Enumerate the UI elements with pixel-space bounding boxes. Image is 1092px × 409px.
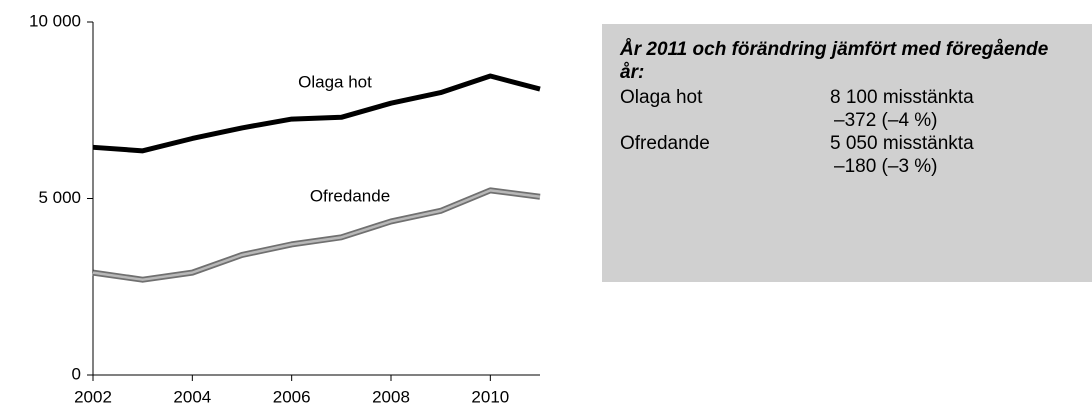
x-tick-label: 2006 bbox=[273, 387, 311, 406]
series-line-inner bbox=[92, 189, 541, 281]
info-value: 8 100 misstänkta bbox=[830, 87, 974, 108]
y-tick-label: 0 bbox=[72, 364, 81, 383]
info-value: 5 050 misstänkta bbox=[830, 133, 974, 154]
x-tick-label: 2002 bbox=[74, 387, 112, 406]
info-values: 5 050 misstänkta –180 (–3 %) bbox=[830, 132, 974, 178]
info-values: 8 100 misstänkta –372 (–4 %) bbox=[830, 86, 974, 132]
series-line bbox=[92, 73, 541, 154]
x-tick-label: 2008 bbox=[372, 387, 410, 406]
info-value: –180 (–3 %) bbox=[834, 156, 938, 177]
info-label: Ofredande bbox=[620, 133, 710, 154]
info-label: Olaga hot bbox=[620, 87, 703, 108]
y-tick-label: 10 000 bbox=[29, 11, 81, 30]
series-label: Olaga hot bbox=[298, 72, 372, 91]
info-value: –372 (–4 %) bbox=[834, 110, 938, 131]
series-label: Ofredande bbox=[310, 186, 390, 205]
info-row: Ofredande 5 050 misstänkta –180 (–3 %) bbox=[620, 132, 1074, 178]
info-row: Olaga hot 8 100 misstänkta –372 (–4 %) bbox=[620, 86, 1074, 132]
info-title: År 2011 och förändring jämfört med föreg… bbox=[620, 39, 1049, 83]
x-tick-label: 2010 bbox=[471, 387, 509, 406]
info-box: År 2011 och förändring jämfört med föreg… bbox=[602, 24, 1092, 282]
y-tick-label: 5 000 bbox=[38, 188, 81, 207]
x-tick-label: 2004 bbox=[173, 387, 211, 406]
chart: 0 5 000 10 000 2002 2004 2006 2008 2010 Olaga ho… bbox=[29, 11, 541, 406]
